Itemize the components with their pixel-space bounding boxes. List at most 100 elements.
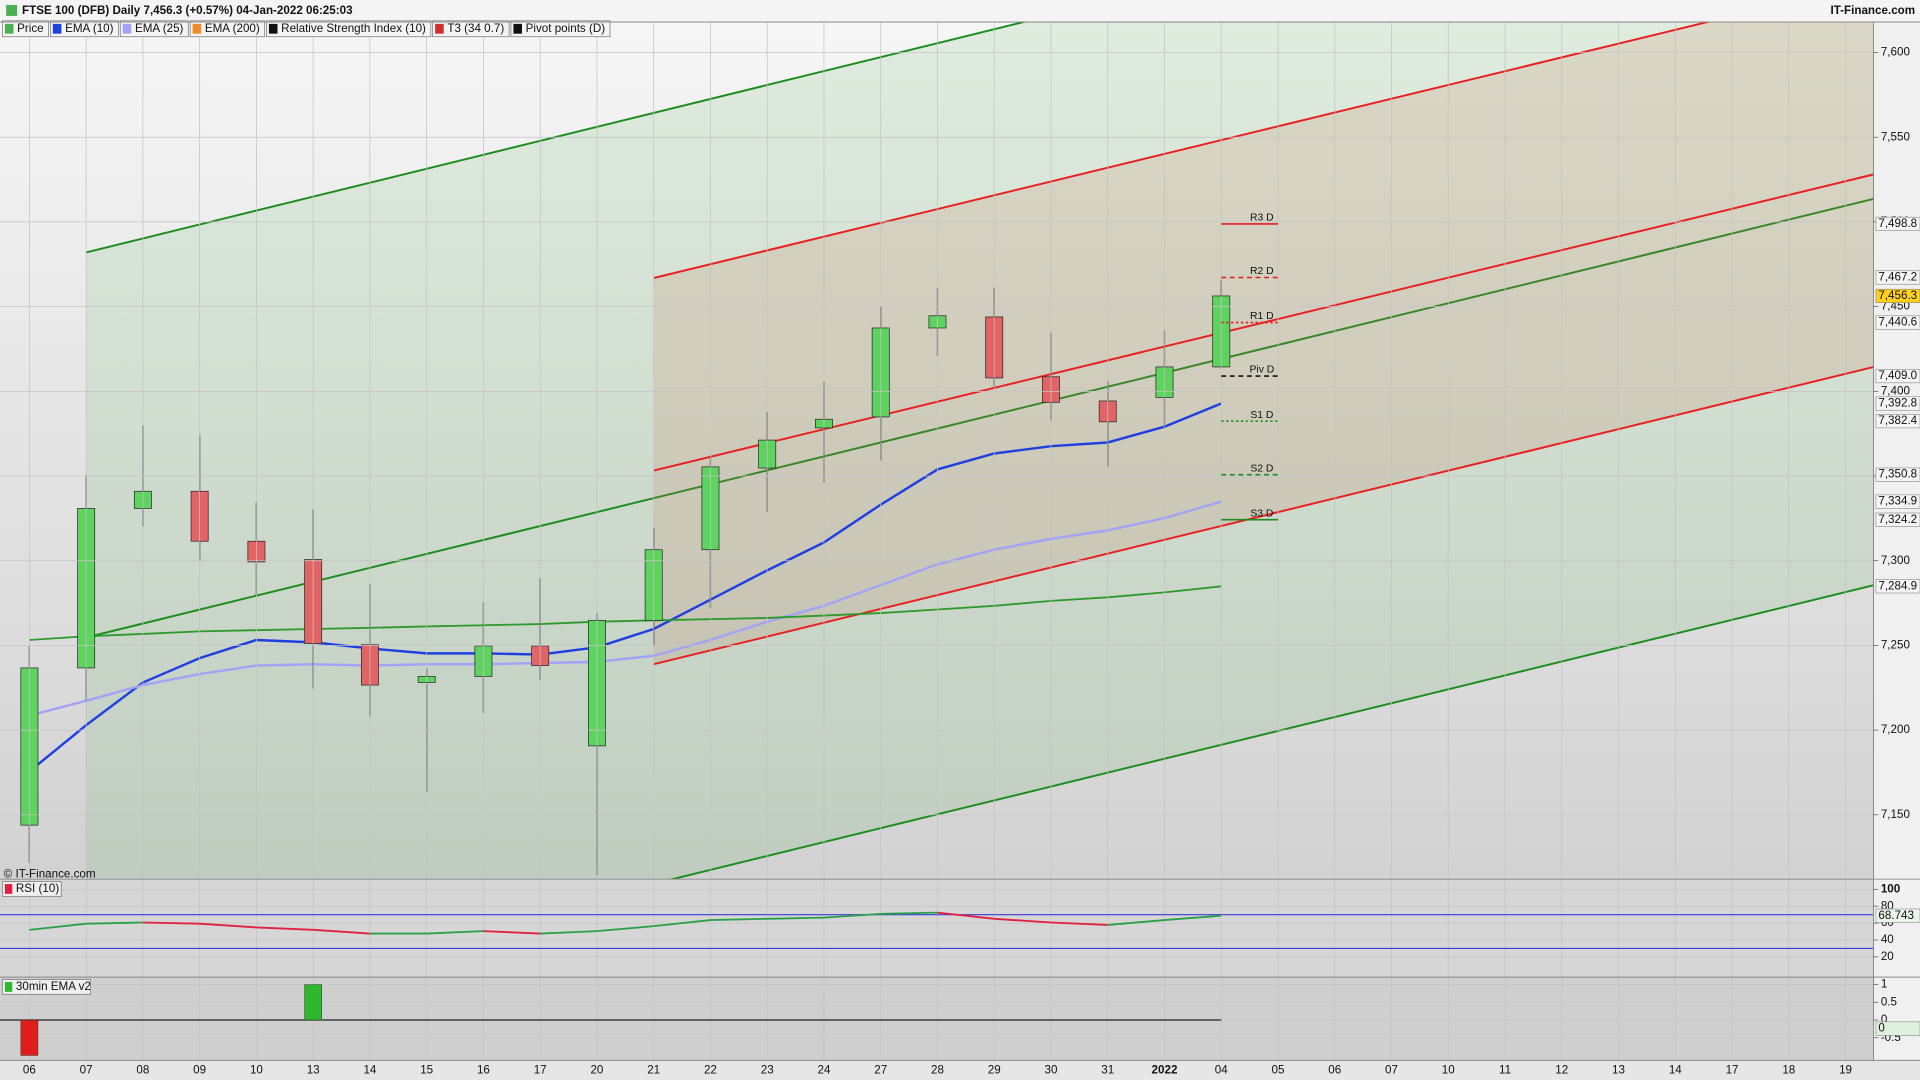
y-tick-label: 7,600 bbox=[1881, 46, 1911, 59]
x-tick-label: 15 bbox=[420, 1063, 433, 1076]
legend-box bbox=[432, 20, 510, 38]
x-tick-label: 23 bbox=[761, 1063, 774, 1076]
legend-label: EMA (25) bbox=[135, 22, 184, 35]
rsi-segment bbox=[937, 911, 995, 920]
value-label-box bbox=[1875, 512, 1920, 527]
value-label-box bbox=[1875, 369, 1920, 384]
value-label: 7,350.8 bbox=[1878, 468, 1917, 481]
rsi-segment bbox=[710, 917, 768, 921]
osc-bar bbox=[304, 984, 322, 1021]
x-tick-label: 31 bbox=[1101, 1063, 1114, 1076]
value-label: 7,334.9 bbox=[1878, 495, 1917, 508]
legend-item: Price bbox=[2, 20, 49, 38]
rsi-segment bbox=[994, 917, 1052, 924]
legend-item: Relative Strength Index (10) bbox=[266, 20, 432, 38]
legend-item: EMA (10) bbox=[50, 20, 119, 38]
panel-label: 30min EMA v2 bbox=[16, 980, 91, 993]
value-label-box bbox=[1875, 579, 1920, 594]
y-tick-label: 0.5 bbox=[1881, 995, 1897, 1008]
rsi-segment bbox=[256, 926, 314, 931]
date-axis bbox=[0, 1060, 1920, 1080]
value-label-box bbox=[1875, 467, 1920, 482]
copyright: © IT-Finance.com bbox=[4, 867, 96, 880]
legend-swatch bbox=[122, 23, 132, 34]
rsi-segment bbox=[199, 922, 257, 929]
pivot-name: S1 D bbox=[1250, 410, 1273, 421]
rsi-segment bbox=[596, 925, 654, 933]
pivot-name: Piv D bbox=[1249, 365, 1274, 376]
legend-swatch bbox=[435, 23, 444, 34]
rsi-segment bbox=[142, 921, 200, 925]
rsi-segment bbox=[1107, 919, 1165, 926]
x-tick-label: 14 bbox=[1669, 1063, 1682, 1076]
channel-line bbox=[653, 173, 1874, 472]
rsi-panel bbox=[0, 879, 1874, 978]
chart-title: FTSE 100 (DFB) Daily 7,456.3 (+0.57%) 04… bbox=[22, 4, 353, 17]
rsi-segment bbox=[540, 930, 597, 935]
y-tick-label: 100 bbox=[1881, 882, 1900, 895]
x-tick-label: 07 bbox=[80, 1063, 93, 1076]
value-label-box bbox=[1875, 396, 1920, 411]
legend-label: EMA (200) bbox=[205, 22, 260, 35]
panel-label-box bbox=[2, 881, 62, 897]
legend-label: Price bbox=[17, 22, 44, 35]
y-tick-label: 7,250 bbox=[1881, 638, 1911, 651]
x-tick-label: 10 bbox=[1442, 1063, 1455, 1076]
rsi-segment bbox=[1164, 914, 1222, 921]
value-label: 7,467.2 bbox=[1878, 271, 1917, 284]
legend-box bbox=[119, 20, 189, 38]
channel-line bbox=[85, 22, 1028, 254]
rsi-segment bbox=[29, 922, 87, 931]
legend-item: EMA (25) bbox=[119, 20, 189, 38]
x-tick-label: 21 bbox=[647, 1063, 660, 1076]
y-tick-label: 7,150 bbox=[1881, 808, 1911, 821]
rsi-segment bbox=[426, 930, 484, 935]
panel-label-box bbox=[2, 979, 91, 995]
value-label: 68.743 bbox=[1878, 909, 1914, 922]
rsi-segment bbox=[823, 912, 881, 919]
legend-box bbox=[50, 20, 119, 38]
ema-line bbox=[29, 500, 1222, 717]
y-tick-label: 40 bbox=[1881, 933, 1894, 946]
x-tick-label: 06 bbox=[1328, 1063, 1341, 1076]
x-tick-label: 08 bbox=[136, 1063, 149, 1076]
value-label-box bbox=[1875, 494, 1920, 509]
y-tick-label: 7,300 bbox=[1881, 554, 1911, 567]
value-label: 0 bbox=[1878, 1022, 1885, 1035]
x-tick-label: 11 bbox=[1499, 1063, 1511, 1076]
channel-line bbox=[85, 197, 1874, 639]
x-tick-label: 17 bbox=[534, 1063, 547, 1076]
x-tick-label: 09 bbox=[193, 1063, 206, 1076]
legend-box bbox=[266, 20, 432, 38]
x-tick-label: 28 bbox=[931, 1063, 944, 1076]
ema-line bbox=[28, 402, 1222, 773]
y-tick-label: 1 bbox=[1881, 978, 1887, 991]
pivot-name: S3 D bbox=[1250, 508, 1273, 519]
title-bar bbox=[0, 0, 1920, 23]
rsi-segment bbox=[880, 911, 938, 915]
value-label: 7,456.3 bbox=[1878, 289, 1917, 302]
panel-label-swatch bbox=[4, 982, 13, 992]
x-tick-label: 29 bbox=[988, 1063, 1001, 1076]
y-tick-label: 20 bbox=[1881, 950, 1894, 963]
value-label: 7,440.6 bbox=[1878, 316, 1917, 329]
panel-label-swatch bbox=[4, 884, 13, 894]
rsi-segment bbox=[767, 916, 824, 920]
x-tick-label: 18 bbox=[1782, 1063, 1795, 1076]
osc-bar bbox=[20, 1019, 39, 1056]
y-tick-label: 7,200 bbox=[1881, 723, 1911, 736]
osc-panel bbox=[0, 977, 1874, 1061]
y-tick-label: 7,400 bbox=[1881, 384, 1911, 397]
x-tick-label: 06 bbox=[23, 1063, 36, 1076]
channel-line bbox=[668, 584, 1874, 880]
y-tick-label: 0 bbox=[1881, 1013, 1888, 1026]
legend-label: EMA (10) bbox=[65, 22, 114, 35]
legend-swatch bbox=[52, 23, 62, 34]
x-tick-label: 30 bbox=[1045, 1063, 1058, 1076]
x-tick-label: 13 bbox=[307, 1063, 320, 1076]
legend-swatch bbox=[513, 23, 522, 34]
value-label-box bbox=[1875, 216, 1920, 232]
legend-item: EMA (200) bbox=[189, 20, 266, 38]
